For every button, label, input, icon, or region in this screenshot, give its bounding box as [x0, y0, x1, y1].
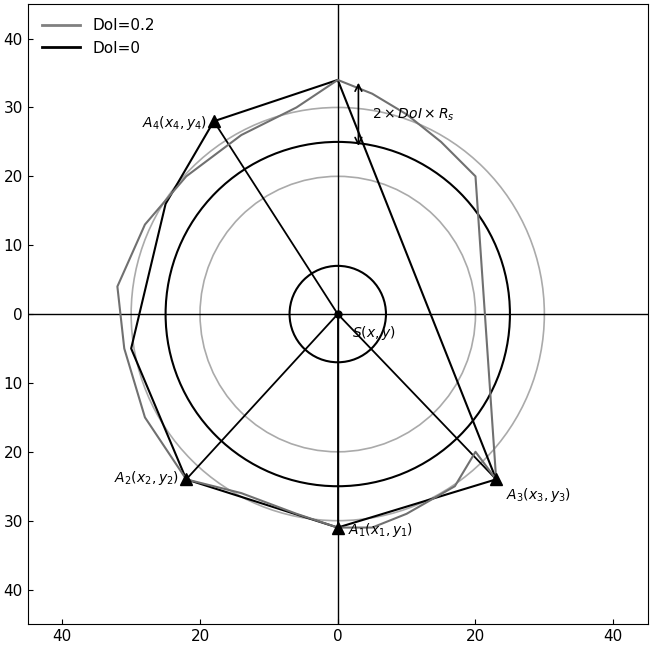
Text: $A_4(x_4,y_4)$: $A_4(x_4,y_4)$ [142, 113, 207, 132]
Text: $A_2(x_2,y_2)$: $A_2(x_2,y_2)$ [114, 469, 179, 487]
Text: $2\times DoI\times R_s$: $2\times DoI\times R_s$ [372, 106, 455, 122]
Legend: DoI=0.2, DoI=0: DoI=0.2, DoI=0 [35, 12, 161, 62]
Text: $A_3(x_3,y_3)$: $A_3(x_3,y_3)$ [506, 486, 571, 504]
Text: $S(x,y)$: $S(x,y)$ [352, 325, 396, 342]
Text: $A_1(x_1,y_1)$: $A_1(x_1,y_1)$ [348, 521, 413, 538]
